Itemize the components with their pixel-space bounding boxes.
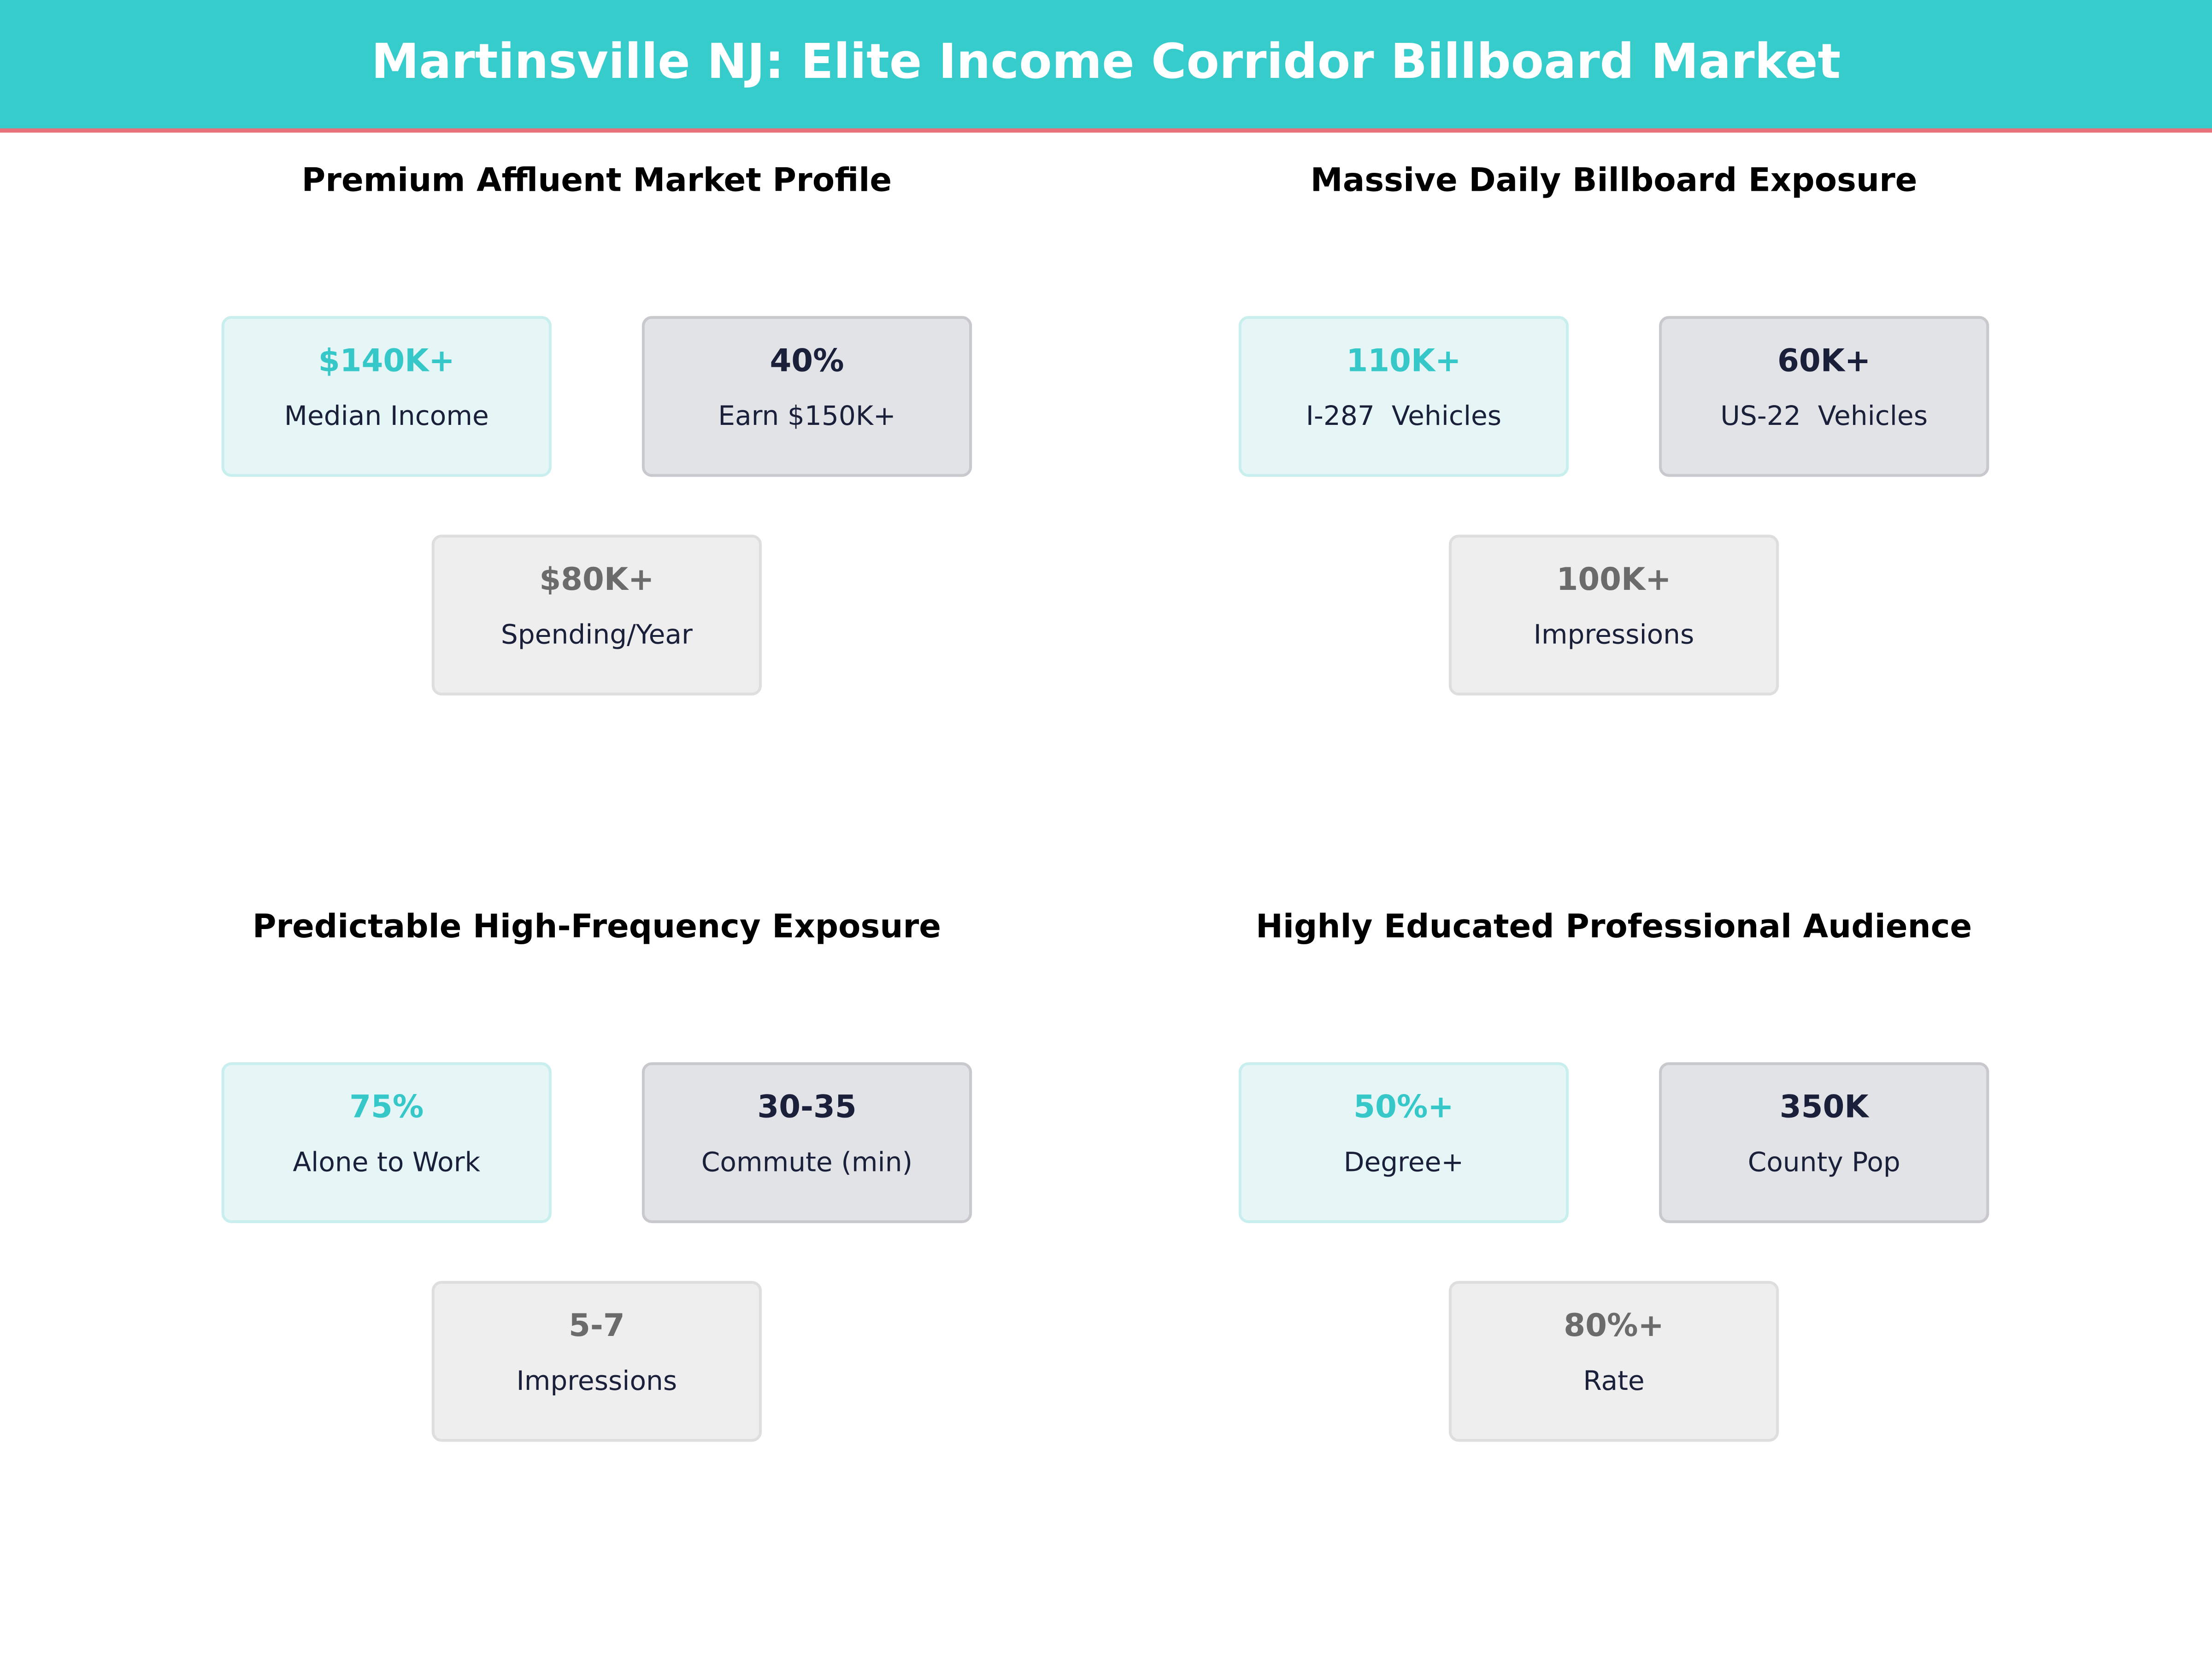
card-label: County Pop bbox=[1748, 1147, 1900, 1178]
card-box bbox=[1238, 1062, 1569, 1224]
card-value: 40% bbox=[770, 342, 844, 378]
stat-card: 350K County Pop bbox=[1659, 1062, 1989, 1224]
header-band bbox=[0, 0, 2212, 130]
card-value: 350K bbox=[1780, 1088, 1870, 1125]
card-box bbox=[1659, 316, 1989, 477]
card-box bbox=[1448, 1281, 1779, 1442]
card-label: Impressions bbox=[1534, 619, 1694, 650]
card-box bbox=[221, 1062, 552, 1224]
card-value: $140K+ bbox=[318, 342, 455, 378]
stat-card: 75% Alone to Work bbox=[221, 1062, 552, 1224]
card-label: Alone to Work bbox=[293, 1147, 480, 1178]
card-value: $80K+ bbox=[539, 561, 654, 597]
card-box bbox=[431, 535, 762, 696]
card-label: Degree+ bbox=[1344, 1147, 1464, 1178]
stat-card: 110K+ I-287 Vehicles bbox=[1238, 316, 1569, 477]
stat-card: 30-35 Commute (min) bbox=[641, 1062, 972, 1224]
panel: Premium Affluent Market Profile $140K+ Med… bbox=[221, 161, 972, 696]
panel-title: Premium Affluent Market Profile bbox=[302, 161, 892, 199]
stat-card: 50%+ Degree+ bbox=[1238, 1062, 1569, 1224]
stat-card: 60K+ US-22 Vehicles bbox=[1659, 316, 1989, 477]
card-value: 80%+ bbox=[1564, 1307, 1664, 1343]
card-box bbox=[641, 316, 972, 477]
card-label: Commute (min) bbox=[701, 1147, 912, 1178]
panel: Highly Educated Professional Audience 50%… bbox=[1238, 907, 1989, 1442]
header-title: Martinsville NJ: Elite Income Corridor B… bbox=[371, 33, 1841, 89]
panel: Predictable High-Frequency Exposure 75% Al… bbox=[221, 907, 972, 1442]
stat-card: 5-7 Impressions bbox=[431, 1281, 762, 1442]
stat-card: $140K+ Median Income bbox=[221, 316, 552, 477]
card-label: US-22 Vehicles bbox=[1720, 400, 1928, 431]
card-box bbox=[1448, 535, 1779, 696]
card-label: Rate bbox=[1583, 1365, 1644, 1396]
card-label: Impressions bbox=[517, 1365, 677, 1396]
card-label: Spending/Year bbox=[501, 619, 693, 650]
card-value: 30-35 bbox=[757, 1088, 856, 1125]
card-box bbox=[431, 1281, 762, 1442]
card-box bbox=[1659, 1062, 1989, 1224]
panel-title: Massive Daily Billboard Exposure bbox=[1311, 161, 1918, 199]
card-value: 110K+ bbox=[1346, 342, 1461, 378]
stat-card: 100K+ Impressions bbox=[1448, 535, 1779, 696]
card-label: Earn $150K+ bbox=[718, 400, 895, 431]
stat-card: 40% Earn $150K+ bbox=[641, 316, 972, 477]
card-box bbox=[641, 1062, 972, 1224]
card-value: 100K+ bbox=[1556, 561, 1671, 597]
card-value: 60K+ bbox=[1777, 342, 1871, 378]
panel-title: Highly Educated Professional Audience bbox=[1256, 907, 1972, 945]
card-box bbox=[221, 316, 552, 477]
stat-card: $80K+ Spending/Year bbox=[431, 535, 762, 696]
card-value: 50%+ bbox=[1353, 1088, 1454, 1125]
card-label: Median Income bbox=[284, 400, 489, 431]
card-label: I-287 Vehicles bbox=[1306, 400, 1501, 431]
panel-title: Predictable High-Frequency Exposure bbox=[253, 907, 941, 945]
card-box bbox=[1238, 316, 1569, 477]
header-rule bbox=[0, 128, 2212, 133]
card-value: 75% bbox=[349, 1088, 424, 1125]
panel: Massive Daily Billboard Exposure 110K+ I-2… bbox=[1238, 161, 1989, 696]
stat-card: 80%+ Rate bbox=[1448, 1281, 1779, 1442]
card-value: 5-7 bbox=[569, 1307, 625, 1343]
